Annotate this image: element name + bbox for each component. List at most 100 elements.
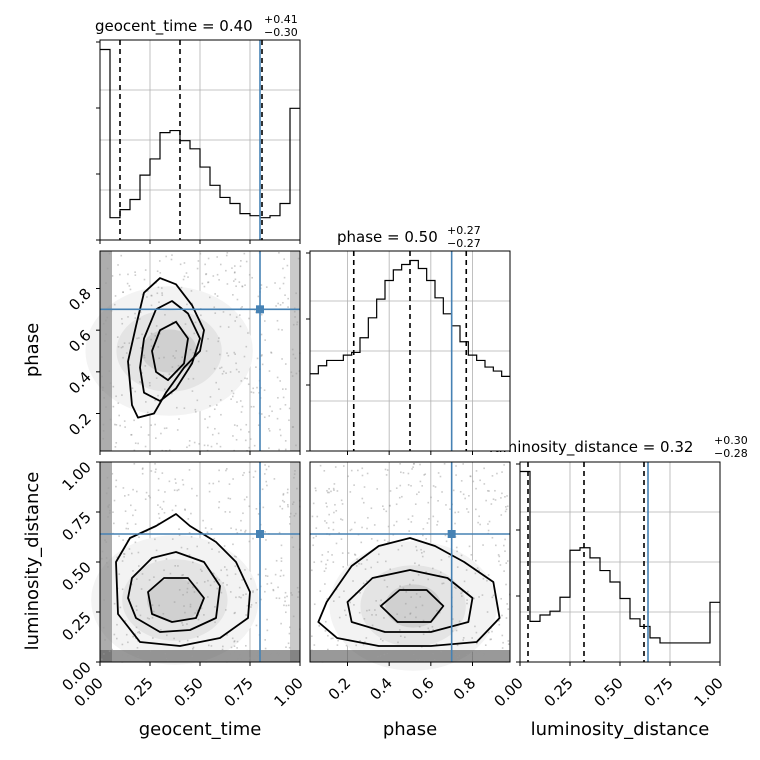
panel-phase-vs-luminosity-distance-sample xyxy=(416,493,418,496)
panel-geocent-time-vs-luminosity-distance-sample xyxy=(218,578,220,581)
panel-geocent-time-vs-phase-sample xyxy=(232,294,234,296)
panel-phase-vs-luminosity-distance-sample xyxy=(506,505,509,508)
panel-geocent-time-vs-luminosity-distance-sample xyxy=(226,634,228,636)
panel-geocent-time-vs-luminosity-distance-sample xyxy=(148,579,151,581)
panel-geocent-time-vs-luminosity-distance-sample xyxy=(106,476,109,479)
panel-geocent-time-vs-phase-sample xyxy=(172,355,175,357)
panel-geocent-time-vs-phase-sample xyxy=(178,418,180,420)
panel-geocent-time-vs-phase-contour-1 xyxy=(139,300,201,402)
panel-phase-vs-luminosity-distance-sample xyxy=(326,505,328,508)
panel-geocent-time-vs-phase-sample xyxy=(225,269,227,272)
panel-geocent-time-vs-phase-sample xyxy=(101,389,104,391)
panel-phase-vs-luminosity-distance-sample xyxy=(324,630,327,632)
panel-phase-vs-luminosity-distance-sample xyxy=(439,571,442,574)
panel-geocent-time-vs-phase-sample xyxy=(109,382,112,384)
panel-geocent-time-vs-phase-sample xyxy=(275,305,277,307)
panel-phase-vs-luminosity-distance-sample xyxy=(383,653,386,656)
panel-geocent-time-vs-luminosity-distance-sample xyxy=(111,648,113,651)
panel-phase-vs-luminosity-distance-sample xyxy=(409,583,411,586)
panel-geocent-time-vs-phase-sample xyxy=(263,389,266,392)
panel-phase-vs-luminosity-distance-sample xyxy=(362,582,365,585)
panel-phase-vs-luminosity-distance-sample xyxy=(414,562,416,565)
panel-geocent-time-vs-luminosity-distance-sample xyxy=(187,582,190,585)
panel-geocent-time-vs-luminosity-distance-sample xyxy=(287,504,289,506)
panel-geocent-time-vs-luminosity-distance-sample xyxy=(293,515,296,517)
panel-geocent-time-vs-luminosity-distance-sample xyxy=(268,465,270,468)
panel-phase-vs-luminosity-distance-sample xyxy=(466,508,468,510)
title-luminosity-distance-minus: −0.28 xyxy=(714,447,748,460)
panel-phase-vs-luminosity-distance-sample xyxy=(401,544,403,547)
panel-geocent-time-vs-luminosity-distance-sample xyxy=(237,658,239,660)
panel-phase-vs-luminosity-distance-sample xyxy=(422,528,425,530)
panel-geocent-time-vs-phase-sample xyxy=(108,370,111,372)
panel-phase-vs-luminosity-distance-sample xyxy=(311,569,313,572)
panel-phase-vs-luminosity-distance-sample xyxy=(385,560,387,563)
panel-geocent-time-vs-luminosity-distance-sample xyxy=(146,617,149,619)
panel-geocent-time-vs-phase-sample xyxy=(212,275,215,277)
panel-phase-vs-luminosity-distance-sample xyxy=(385,474,388,476)
panel-phase-vs-luminosity-distance-sample xyxy=(405,591,408,593)
panel-geocent-time-vs-phase-sample xyxy=(113,303,116,306)
panel-geocent-time-vs-phase-sample xyxy=(115,424,118,426)
panel-geocent-time-vs-luminosity-distance-sample xyxy=(118,535,120,538)
panel-geocent-time-vs-phase-sample xyxy=(144,445,147,448)
panel-geocent-time-vs-phase-sample xyxy=(284,448,287,451)
panel-geocent-time-vs-phase-sample xyxy=(255,366,257,368)
panel-geocent-time-vs-phase-sample xyxy=(295,372,298,375)
panel-geocent-time-vs-phase-sample xyxy=(235,285,237,288)
panel-phase-vs-luminosity-distance-sample xyxy=(412,579,415,582)
panel-geocent-time-vs-luminosity-distance-sample xyxy=(190,512,192,515)
panel-geocent-time-vs-phase-sample xyxy=(194,408,197,411)
panel-phase-vs-luminosity-distance-sample xyxy=(328,513,330,516)
panel-phase-vs-luminosity-distance-sample xyxy=(377,655,379,658)
panel-geocent-time-vs-luminosity-distance-sample xyxy=(155,549,158,552)
panel-phase-vs-luminosity-distance-sample xyxy=(505,583,507,586)
panel-geocent-time-vs-luminosity-distance-sample xyxy=(151,604,154,606)
xtick-label-luminosity-distance: 0.00 xyxy=(490,674,526,710)
panel-geocent-time-vs-phase-sample xyxy=(281,329,283,331)
panel-geocent-time-vs-phase-sample xyxy=(244,377,246,380)
panel-geocent-time-vs-phase-sample xyxy=(158,357,161,360)
panel-geocent-time-vs-phase-sample xyxy=(283,276,286,279)
panel-geocent-time-vs-phase-sample xyxy=(231,267,233,269)
panel-geocent-time-vs-luminosity-distance-sample xyxy=(218,506,220,509)
panel-geocent-time-vs-phase-sample xyxy=(150,338,152,341)
panel-geocent-time-vs-luminosity-distance-sample xyxy=(178,528,180,530)
panel-geocent-time-vs-phase-sample xyxy=(121,322,124,325)
title-luminosity-distance-main: luminosity_distance = 0.32 xyxy=(489,438,693,457)
panel-geocent-time-vs-luminosity-distance-sample xyxy=(284,596,286,599)
panel-phase-vs-luminosity-distance-sample xyxy=(404,636,406,639)
panel-geocent-time-vs-phase-sample xyxy=(281,358,283,360)
panel-geocent-time-vs-luminosity-distance-sample xyxy=(180,546,183,549)
panel-geocent-time-vs-phase-sample xyxy=(268,428,270,430)
panel-phase-vs-luminosity-distance-sample xyxy=(350,528,353,531)
panel-geocent-time-vs-luminosity-distance-sample xyxy=(264,531,266,533)
panel-geocent-time-vs-phase-sample xyxy=(140,347,142,349)
panel-geocent-time-vs-luminosity-distance-sample xyxy=(297,596,299,598)
panel-phase-vs-luminosity-distance-sample xyxy=(495,544,497,547)
panel-geocent-time-vs-luminosity-distance-sample xyxy=(134,523,137,525)
panel-geocent-time-vs-luminosity-distance-sample xyxy=(157,512,160,515)
panel-phase-vs-luminosity-distance-sample xyxy=(324,583,326,585)
panel-geocent-time-vs-phase-sample xyxy=(252,387,254,390)
panel-geocent-time-vs-phase-sample xyxy=(105,406,107,408)
panel-geocent-time-vs-luminosity-distance-sample xyxy=(141,472,144,475)
panel-phase-vs-luminosity-distance-sample xyxy=(436,524,438,526)
panel-phase-vs-luminosity-distance-sample xyxy=(395,520,398,523)
panel-geocent-time-vs-luminosity-distance-sample xyxy=(113,522,115,525)
panel-geocent-time-vs-luminosity-distance-sample xyxy=(236,640,239,643)
panel-phase-vs-luminosity-distance-sample xyxy=(327,634,329,637)
panel-geocent-time-vs-luminosity-distance-sample xyxy=(173,489,176,492)
title-phase-minus: −0.27 xyxy=(447,237,481,250)
panel-geocent-time-vs-phase-sample xyxy=(246,377,248,380)
panel-phase-vs-luminosity-distance-sample xyxy=(439,475,442,478)
panel-geocent-time-vs-phase-sample xyxy=(257,295,260,298)
title-luminosity-distance: luminosity_distance = 0.32 +0.30 −0.28 xyxy=(489,434,748,460)
panel-geocent-time-vs-phase-sample xyxy=(291,426,294,428)
panel-geocent-time-vs-phase-sample xyxy=(143,354,145,357)
panel-phase-vs-luminosity-distance-sample xyxy=(501,471,503,473)
panel-geocent-time-vs-phase-sample xyxy=(239,325,242,328)
panel-geocent-time-vs-luminosity-distance-sample xyxy=(116,637,118,640)
panel-geocent-time-vs-luminosity-distance-sample xyxy=(136,609,138,611)
panel-geocent-time-vs-luminosity-distance-sample xyxy=(201,570,203,572)
